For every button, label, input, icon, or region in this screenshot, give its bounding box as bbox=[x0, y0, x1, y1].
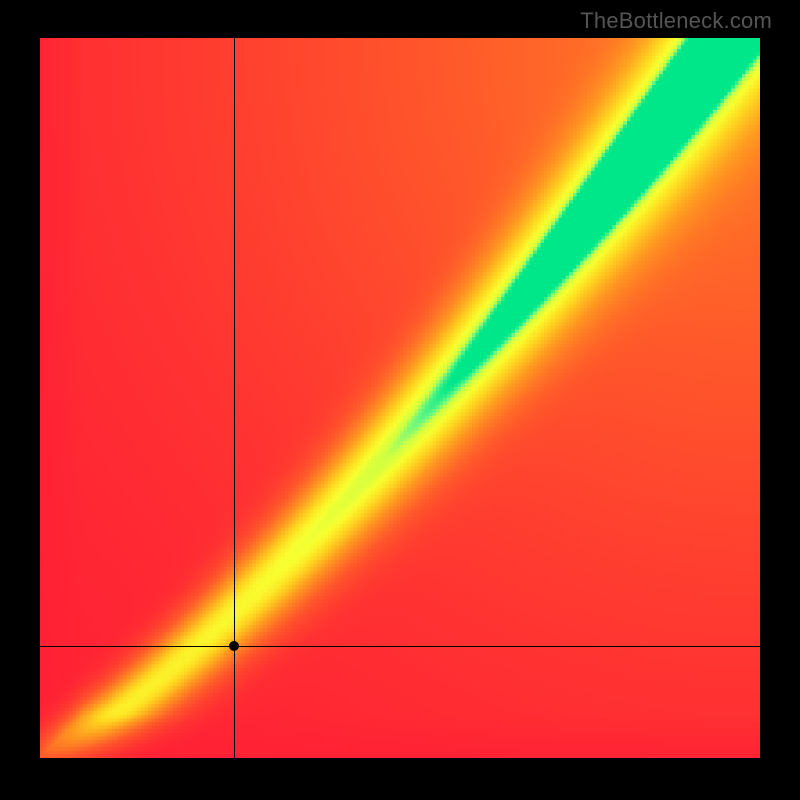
bottleneck-heatmap bbox=[40, 38, 760, 758]
watermark-text: TheBottleneck.com bbox=[580, 8, 772, 34]
selection-marker bbox=[229, 641, 239, 651]
heatmap-canvas bbox=[40, 38, 760, 758]
crosshair-horizontal bbox=[40, 646, 760, 647]
